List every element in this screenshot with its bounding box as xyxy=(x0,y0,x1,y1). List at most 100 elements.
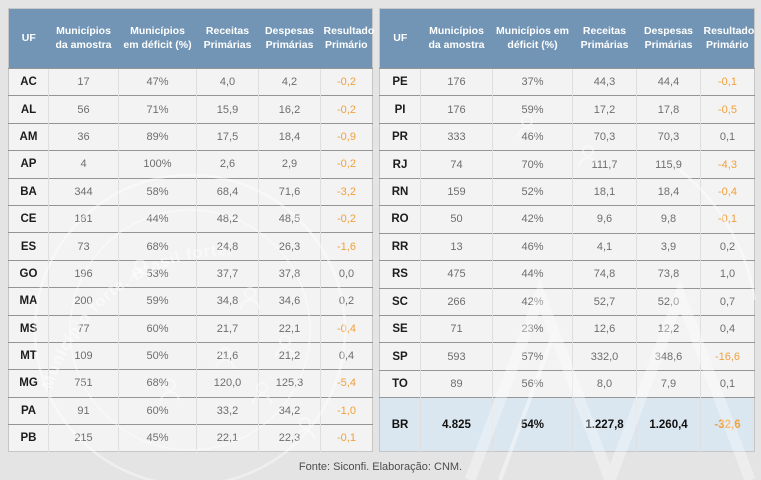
value-cell: 73,8 xyxy=(636,260,701,288)
value-cell: 73 xyxy=(48,232,119,261)
value-cell: 0,0 xyxy=(320,259,373,288)
table-row: RJ 74 70% 111,7 115,9 -4,3 xyxy=(379,150,755,179)
value-cell: 12,6 xyxy=(572,314,637,343)
value-cell: -3,2 xyxy=(320,177,373,206)
value-cell: 71% xyxy=(118,95,197,124)
value-cell: 45% xyxy=(118,424,197,452)
header-resultado-primario: Resultado Primário xyxy=(700,8,755,69)
header-municipios-deficit: Municípios em déficit (%) xyxy=(492,8,573,69)
uf-cell: BR xyxy=(379,397,421,452)
header-resultado-primario: Resultado Primário xyxy=(320,8,374,69)
value-cell: 34,8 xyxy=(196,287,259,316)
value-cell: 77 xyxy=(48,314,119,343)
value-cell: 48,5 xyxy=(258,204,321,233)
value-cell: 16,2 xyxy=(258,95,321,124)
value-cell: 196 xyxy=(48,259,119,288)
value-cell: 12,2 xyxy=(636,314,701,343)
uf-cell: RJ xyxy=(379,150,421,179)
value-cell: 58% xyxy=(118,177,197,206)
value-cell: 18,4 xyxy=(258,122,321,151)
header-despesas-primarias: Despesas Primárias xyxy=(258,8,321,69)
value-cell: -0,9 xyxy=(320,122,373,151)
value-cell: 109 xyxy=(48,341,119,370)
table-row: AC 17 47% 4,0 4,2 -0,2 xyxy=(8,67,373,96)
value-cell: 37,7 xyxy=(196,259,259,288)
value-cell: 17,8 xyxy=(636,95,701,124)
value-cell: 181 xyxy=(48,204,119,233)
value-cell: 48,2 xyxy=(196,204,259,233)
value-cell: 348,6 xyxy=(636,342,701,371)
uf-cell: BA xyxy=(8,177,49,206)
value-cell: 37,8 xyxy=(258,259,321,288)
table-row: MA 200 59% 34,8 34,6 0,2 xyxy=(8,287,373,316)
value-cell: 125,3 xyxy=(258,369,321,398)
uf-cell: PR xyxy=(379,122,421,151)
value-cell: 34,2 xyxy=(258,396,321,425)
value-cell: 159 xyxy=(420,177,493,206)
value-cell: 59% xyxy=(492,95,573,124)
value-cell: 15,9 xyxy=(196,95,259,124)
value-cell: 23% xyxy=(492,314,573,343)
value-cell: 60% xyxy=(118,396,197,425)
value-cell: 89% xyxy=(118,122,197,151)
value-cell: 0,2 xyxy=(700,232,755,261)
uf-cell: AC xyxy=(8,67,49,96)
value-cell: 21,6 xyxy=(196,341,259,370)
uf-cell: RS xyxy=(379,260,421,288)
value-cell: 4,0 xyxy=(196,67,259,96)
table-row: PR 333 46% 70,3 70,3 0,1 xyxy=(379,122,755,151)
header-uf: UF xyxy=(379,8,421,69)
table-row: RS 475 44% 74,8 73,8 1,0 xyxy=(379,260,755,288)
value-cell: 7,9 xyxy=(636,369,701,398)
value-cell: 44,4 xyxy=(636,67,701,96)
value-cell: -16,6 xyxy=(700,342,755,371)
table-row: RN 159 52% 18,1 18,4 -0,4 xyxy=(379,177,755,206)
uf-cell: ES xyxy=(8,232,49,261)
value-cell: 24,8 xyxy=(196,232,259,261)
value-cell: 70,3 xyxy=(636,122,701,151)
value-cell: 22,3 xyxy=(258,424,321,452)
value-cell: -5,4 xyxy=(320,369,373,398)
table-row: PE 176 37% 44,3 44,4 -0,1 xyxy=(379,67,755,96)
value-cell: 56% xyxy=(492,369,573,398)
value-cell: 344 xyxy=(48,177,119,206)
value-cell: 1.227,8 xyxy=(572,397,637,452)
table-row: BA 344 58% 68,4 71,6 -3,2 xyxy=(8,177,373,206)
value-cell: 89 xyxy=(420,369,493,398)
header-municipios-amostra: Municípios da amostra xyxy=(420,8,493,69)
states-table-left: UF Municípios da amostra Municípios em d… xyxy=(8,8,374,453)
table-row: PB 215 45% 22,1 22,3 -0,1 xyxy=(8,424,373,452)
uf-cell: GO xyxy=(8,259,49,288)
value-cell: 60% xyxy=(118,314,197,343)
value-cell: 52% xyxy=(492,177,573,206)
value-cell: -0,1 xyxy=(700,205,755,234)
uf-cell: TO xyxy=(379,369,421,398)
header-municipios-deficit: Municípios em déficit (%) xyxy=(118,8,197,69)
value-cell: 44% xyxy=(492,260,573,288)
value-cell: 56 xyxy=(48,95,119,124)
value-cell: 2,6 xyxy=(196,150,259,179)
value-cell: 0,2 xyxy=(320,287,373,316)
value-cell: 13 xyxy=(420,232,493,261)
value-cell: 176 xyxy=(420,95,493,124)
uf-cell: RR xyxy=(379,232,421,261)
value-cell: 53% xyxy=(118,259,197,288)
table-row: AL 56 71% 15,9 16,2 -0,2 xyxy=(8,95,373,124)
table-row: SE 71 23% 12,6 12,2 0,4 xyxy=(379,314,755,343)
value-cell: 17,2 xyxy=(572,95,637,124)
value-cell: 593 xyxy=(420,342,493,371)
value-cell: 22,1 xyxy=(258,314,321,343)
value-cell: 33,2 xyxy=(196,396,259,425)
value-cell: 54% xyxy=(492,397,573,452)
uf-cell: PA xyxy=(8,396,49,425)
value-cell: 120,0 xyxy=(196,369,259,398)
value-cell: 266 xyxy=(420,287,493,316)
table-row: SC 266 42% 52,7 52,0 0,7 xyxy=(379,287,755,316)
value-cell: 115,9 xyxy=(636,150,701,179)
value-cell: 46% xyxy=(492,232,573,261)
uf-cell: SC xyxy=(379,287,421,316)
value-cell: 1.260,4 xyxy=(636,397,701,452)
uf-cell: SE xyxy=(379,314,421,343)
value-cell: 4,1 xyxy=(572,232,637,261)
source-note: Fonte: Siconfi. Elaboração: CNM. xyxy=(298,461,463,474)
